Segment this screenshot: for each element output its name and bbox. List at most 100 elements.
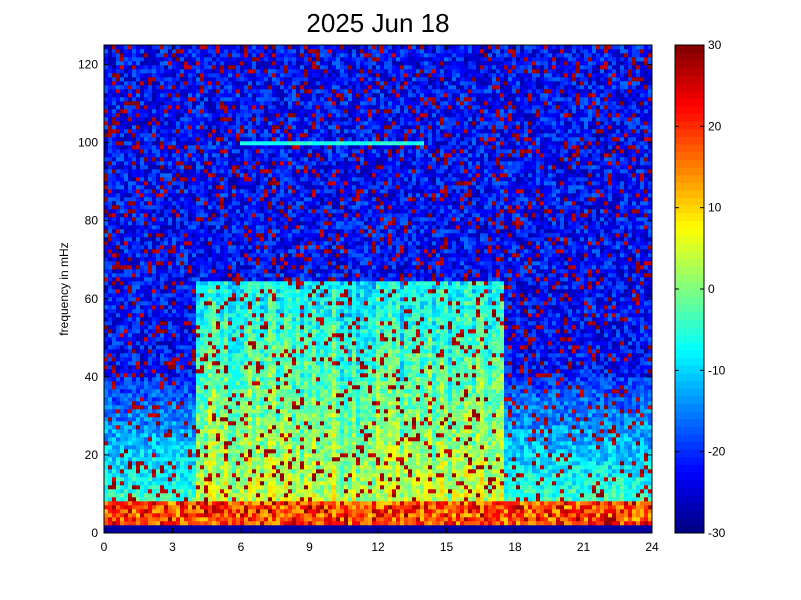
heatmap-cell — [252, 489, 257, 494]
heatmap-cell — [256, 85, 261, 90]
heatmap-cell — [236, 89, 241, 94]
heatmap-cell — [216, 69, 221, 74]
heatmap-cell — [160, 81, 165, 86]
heatmap-cell — [220, 85, 225, 90]
heatmap-cell — [192, 337, 197, 342]
heatmap-cell — [240, 277, 245, 282]
heatmap-cell — [220, 257, 225, 262]
heatmap-cell — [156, 441, 161, 446]
heatmap-cell — [252, 297, 257, 302]
heatmap-cell — [176, 425, 181, 430]
heatmap-cell — [232, 405, 237, 410]
heatmap-cell — [164, 197, 169, 202]
heatmap-cell — [140, 293, 145, 298]
heatmap-cell — [240, 129, 245, 134]
heatmap-cell — [168, 129, 173, 134]
heatmap-cell — [124, 481, 129, 486]
heatmap-cell — [108, 261, 113, 266]
heatmap-cell — [260, 237, 265, 242]
heatmap-cell — [240, 341, 245, 346]
heatmap-cell — [236, 133, 241, 138]
heatmap-cell — [148, 293, 153, 298]
heatmap-cell — [164, 113, 169, 118]
heatmap-cell — [224, 281, 229, 286]
heatmap-cell — [204, 73, 209, 78]
heatmap-cell — [112, 473, 117, 478]
heatmap-cell — [264, 473, 269, 478]
heatmap-cell — [264, 485, 269, 490]
heatmap-cell — [144, 485, 149, 490]
heatmap-cell — [108, 121, 113, 126]
heatmap-cell — [116, 301, 121, 306]
heatmap-cell — [136, 381, 141, 386]
heatmap-cell — [132, 205, 137, 210]
heatmap-cell — [204, 389, 209, 394]
heatmap-cell — [184, 457, 189, 462]
heatmap-cell — [152, 437, 157, 442]
heatmap-cell — [216, 497, 221, 502]
heatmap-cell — [260, 425, 265, 430]
heatmap-cell — [120, 385, 125, 390]
heatmap-cell — [172, 321, 177, 326]
heatmap-cell — [168, 49, 173, 54]
heatmap-cell — [196, 249, 201, 254]
heatmap-cell — [232, 213, 237, 218]
heatmap-cell — [220, 309, 225, 314]
heatmap-cell — [124, 85, 129, 90]
heatmap-cell — [172, 53, 177, 58]
heatmap-cell — [184, 57, 189, 62]
heatmap-cell — [240, 389, 245, 394]
heatmap-cell — [188, 189, 193, 194]
heatmap-cell — [248, 61, 253, 66]
heatmap-cell — [112, 461, 117, 466]
heatmap-cell — [116, 209, 121, 214]
heatmap-cell — [208, 69, 213, 74]
heatmap-cell — [136, 449, 141, 454]
heatmap-cell — [192, 229, 197, 234]
heatmap-cell — [216, 517, 221, 522]
heatmap-cell — [204, 333, 209, 338]
heatmap-cell — [196, 229, 201, 234]
heatmap-cell — [160, 221, 165, 226]
heatmap-cell — [224, 353, 229, 358]
heatmap-cell — [248, 189, 253, 194]
heatmap-cell — [120, 125, 125, 130]
heatmap-cell — [216, 385, 221, 390]
heatmap-cell — [180, 133, 185, 138]
heatmap-cell — [144, 185, 149, 190]
heatmap-cell — [140, 61, 145, 66]
heatmap-cell — [192, 73, 197, 78]
heatmap-cell — [260, 505, 265, 510]
heatmap-cell — [204, 77, 209, 82]
heatmap-cell — [216, 417, 221, 422]
heatmap-cell — [240, 221, 245, 226]
heatmap-cell — [144, 461, 149, 466]
heatmap-cell — [180, 417, 185, 422]
heatmap-cell — [224, 309, 229, 314]
heatmap-cell — [192, 301, 197, 306]
heatmap-cell — [140, 249, 145, 254]
heatmap-cell — [116, 461, 121, 466]
heatmap-cell — [184, 389, 189, 394]
heatmap-cell — [208, 185, 213, 190]
heatmap-cell — [184, 273, 189, 278]
heatmap-cell — [188, 173, 193, 178]
heatmap-cell — [152, 425, 157, 430]
heatmap-cell — [204, 329, 209, 334]
heatmap-cell — [172, 85, 177, 90]
heatmap-cell — [236, 257, 241, 262]
heatmap-cell — [188, 341, 193, 346]
heatmap-cell — [216, 261, 221, 266]
heatmap-cell — [128, 297, 133, 302]
heatmap-cell — [196, 445, 201, 450]
heatmap-cell — [116, 217, 121, 222]
heatmap-cell — [172, 229, 177, 234]
heatmap-cell — [136, 477, 141, 482]
heatmap-cell — [256, 449, 261, 454]
heatmap-cell — [180, 53, 185, 58]
heatmap-cell — [196, 325, 201, 330]
heatmap-cell — [184, 105, 189, 110]
heatmap-cell — [136, 229, 141, 234]
heatmap-cell — [108, 521, 113, 526]
heatmap-cell — [264, 369, 269, 374]
